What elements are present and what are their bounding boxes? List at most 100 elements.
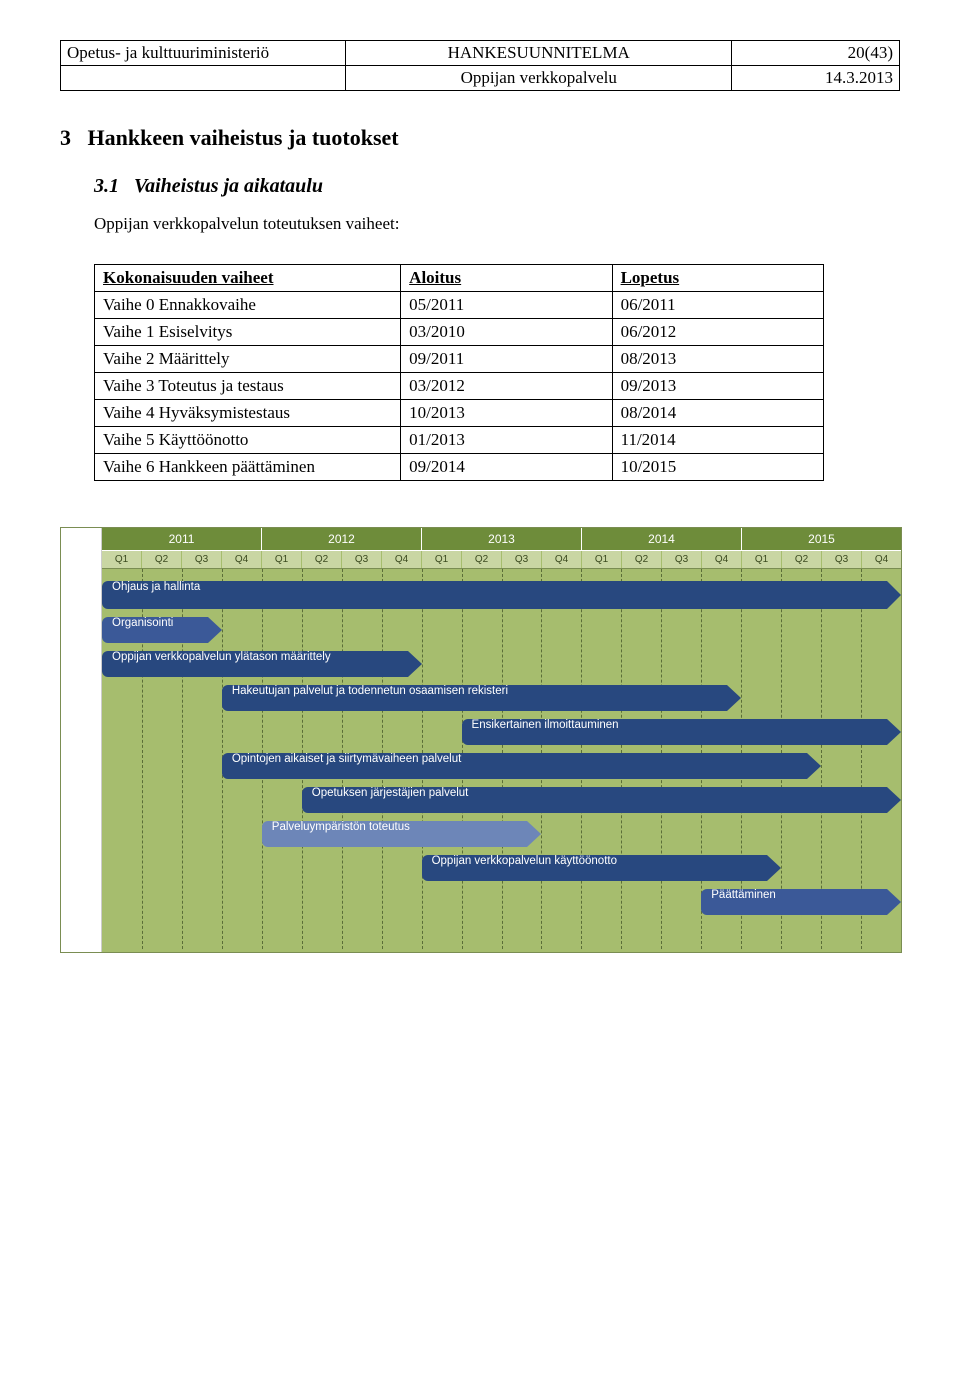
- header-org: Opetus- ja kulttuuriministeriö: [61, 41, 346, 66]
- gantt-bar: Oppijan verkkopalvelun käyttöönotto: [422, 855, 782, 881]
- gantt-chart: 20112012201320142015 Q1Q2Q3Q4Q1Q2Q3Q4Q1Q…: [60, 527, 902, 953]
- gantt-bar: Opintojen aikaiset ja siirtymävaiheen pa…: [222, 753, 821, 779]
- gantt-year-cell: 2011: [102, 528, 262, 550]
- start-date-cell: 09/2011: [401, 346, 612, 373]
- gantt-quarter-cell: Q4: [542, 551, 582, 568]
- phases-col-end: Lopetus: [612, 265, 823, 292]
- gantt-bar: Ohjaus ja hallinta: [102, 581, 901, 609]
- header-date: 14.3.2013: [732, 66, 900, 91]
- gantt-right-area: 20112012201320142015 Q1Q2Q3Q4Q1Q2Q3Q4Q1Q…: [102, 528, 901, 952]
- gantt-year-cell: 2015: [742, 528, 901, 550]
- gantt-bar-label: Hakeutujan palvelut ja todennetun osaami…: [222, 685, 727, 697]
- chevron-right-icon: [527, 821, 541, 847]
- gantt-bar-label: Ohjaus ja hallinta: [102, 581, 887, 593]
- gantt-quarter-cell: Q3: [822, 551, 862, 568]
- end-date-cell: 06/2012: [612, 319, 823, 346]
- start-date-cell: 03/2010: [401, 319, 612, 346]
- gantt-quarter-cell: Q1: [102, 551, 142, 568]
- gantt-year-cell: 2014: [582, 528, 742, 550]
- gantt-left-gutter: [61, 528, 102, 952]
- gantt-quarter-cell: Q1: [422, 551, 462, 568]
- gantt-year-cell: 2012: [262, 528, 422, 550]
- start-date-cell: 10/2013: [401, 400, 612, 427]
- gantt-quarter-cell: Q4: [702, 551, 742, 568]
- gantt-quarter-cell: Q3: [662, 551, 702, 568]
- chevron-right-icon: [887, 719, 901, 745]
- gantt-quarter-row: Q1Q2Q3Q4Q1Q2Q3Q4Q1Q2Q3Q4Q1Q2Q3Q4Q1Q2Q3Q4: [102, 551, 901, 569]
- subsection-title: Vaiheistus ja aikataulu: [134, 175, 323, 197]
- phase-name-cell: Vaihe 1 Esiselvitys: [95, 319, 401, 346]
- end-date-cell: 06/2011: [612, 292, 823, 319]
- phase-name-cell: Vaihe 3 Toteutus ja testaus: [95, 373, 401, 400]
- gantt-quarter-cell: Q1: [742, 551, 782, 568]
- gantt-quarter-cell: Q1: [582, 551, 622, 568]
- gantt-bar-label: Oppijan verkkopalvelun käyttöönotto: [422, 855, 768, 867]
- header-page-number: 20(43): [732, 41, 900, 66]
- gantt-bar: Hakeutujan palvelut ja todennetun osaami…: [222, 685, 741, 711]
- end-date-cell: 09/2013: [612, 373, 823, 400]
- chevron-right-icon: [887, 787, 901, 813]
- document-header-table: Opetus- ja kulttuuriministeriö HANKESUUN…: [60, 40, 900, 91]
- gantt-quarter-cell: Q3: [182, 551, 222, 568]
- gantt-quarter-cell: Q4: [862, 551, 901, 568]
- table-row: Vaihe 1 Esiselvitys03/201006/2012: [95, 319, 824, 346]
- gantt-bar-label: Opintojen aikaiset ja siirtymävaiheen pa…: [222, 753, 807, 765]
- gantt-bar: Päättäminen: [701, 889, 901, 915]
- subsection-heading: 3.1 Vaiheistus ja aikataulu: [94, 175, 900, 198]
- section-number: 3: [60, 125, 71, 150]
- gantt-quarter-cell: Q2: [302, 551, 342, 568]
- phases-col-start: Aloitus: [401, 265, 612, 292]
- chevron-right-icon: [807, 753, 821, 779]
- phases-col-phase: Kokonaisuuden vaiheet: [95, 265, 401, 292]
- start-date-cell: 05/2011: [401, 292, 612, 319]
- gantt-bar: Oppijan verkkopalvelun ylätason määritte…: [102, 651, 422, 677]
- subsection-number: 3.1: [94, 175, 119, 197]
- header-empty: [61, 66, 346, 91]
- phase-name-cell: Vaihe 5 Käyttöönotto: [95, 427, 401, 454]
- gantt-quarter-cell: Q4: [382, 551, 422, 568]
- gantt-quarter-cell: Q2: [622, 551, 662, 568]
- gantt-bar-label: Päättäminen: [701, 889, 887, 901]
- intro-paragraph: Oppijan verkkopalvelun toteutuksen vaihe…: [94, 214, 900, 234]
- end-date-cell: 08/2014: [612, 400, 823, 427]
- gantt-quarter-cell: Q2: [782, 551, 822, 568]
- gantt-bar: Ensikertainen ilmoittauminen: [462, 719, 901, 745]
- chevron-right-icon: [208, 617, 222, 643]
- gantt-bar-label: Oppijan verkkopalvelun ylätason määritte…: [102, 651, 408, 663]
- gantt-body: Ohjaus ja hallinta Organisointi Oppijan ve…: [102, 569, 901, 949]
- end-date-cell: 08/2013: [612, 346, 823, 373]
- gantt-bar-label: Opetuksen järjestäjien palvelut: [302, 787, 887, 799]
- chevron-right-icon: [408, 651, 422, 677]
- table-row: Vaihe 5 Käyttöönotto01/201311/2014: [95, 427, 824, 454]
- gantt-quarter-cell: Q2: [462, 551, 502, 568]
- start-date-cell: 09/2014: [401, 454, 612, 481]
- gantt-quarter-cell: Q3: [342, 551, 382, 568]
- table-row: Vaihe 4 Hyväksymistestaus10/201308/2014: [95, 400, 824, 427]
- phase-name-cell: Vaihe 0 Ennakkovaihe: [95, 292, 401, 319]
- gantt-quarter-cell: Q4: [222, 551, 262, 568]
- phase-name-cell: Vaihe 4 Hyväksymistestaus: [95, 400, 401, 427]
- table-row: Vaihe 3 Toteutus ja testaus03/201209/201…: [95, 373, 824, 400]
- table-row: Vaihe 6 Hankkeen päättäminen09/201410/20…: [95, 454, 824, 481]
- phase-name-cell: Vaihe 6 Hankkeen päättäminen: [95, 454, 401, 481]
- phases-table: Kokonaisuuden vaiheet Aloitus Lopetus Va…: [94, 264, 824, 481]
- section-heading: 3 Hankkeen vaiheistus ja tuotokset: [60, 125, 900, 151]
- chevron-right-icon: [887, 889, 901, 915]
- chevron-right-icon: [767, 855, 781, 881]
- chevron-right-icon: [727, 685, 741, 711]
- gantt-year-cell: 2013: [422, 528, 582, 550]
- table-row: Vaihe 2 Määrittely09/201108/2013: [95, 346, 824, 373]
- gantt-bar-label: Palveluympäristön toteutus: [262, 821, 528, 833]
- header-doc-title: HANKESUUNNITELMA: [346, 41, 732, 66]
- start-date-cell: 03/2012: [401, 373, 612, 400]
- header-subtitle: Oppijan verkkopalvelu: [346, 66, 732, 91]
- gantt-bar: Opetuksen järjestäjien palvelut: [302, 787, 901, 813]
- gantt-bar-label: Ensikertainen ilmoittauminen: [462, 719, 887, 731]
- gantt-bar-label: Organisointi: [102, 617, 208, 629]
- chevron-right-icon: [887, 581, 901, 609]
- section-title: Hankkeen vaiheistus ja tuotokset: [88, 125, 399, 150]
- gantt-quarter-cell: Q3: [502, 551, 542, 568]
- gantt-quarter-cell: Q1: [262, 551, 302, 568]
- gantt-bar: Organisointi: [102, 617, 222, 643]
- phase-name-cell: Vaihe 2 Määrittely: [95, 346, 401, 373]
